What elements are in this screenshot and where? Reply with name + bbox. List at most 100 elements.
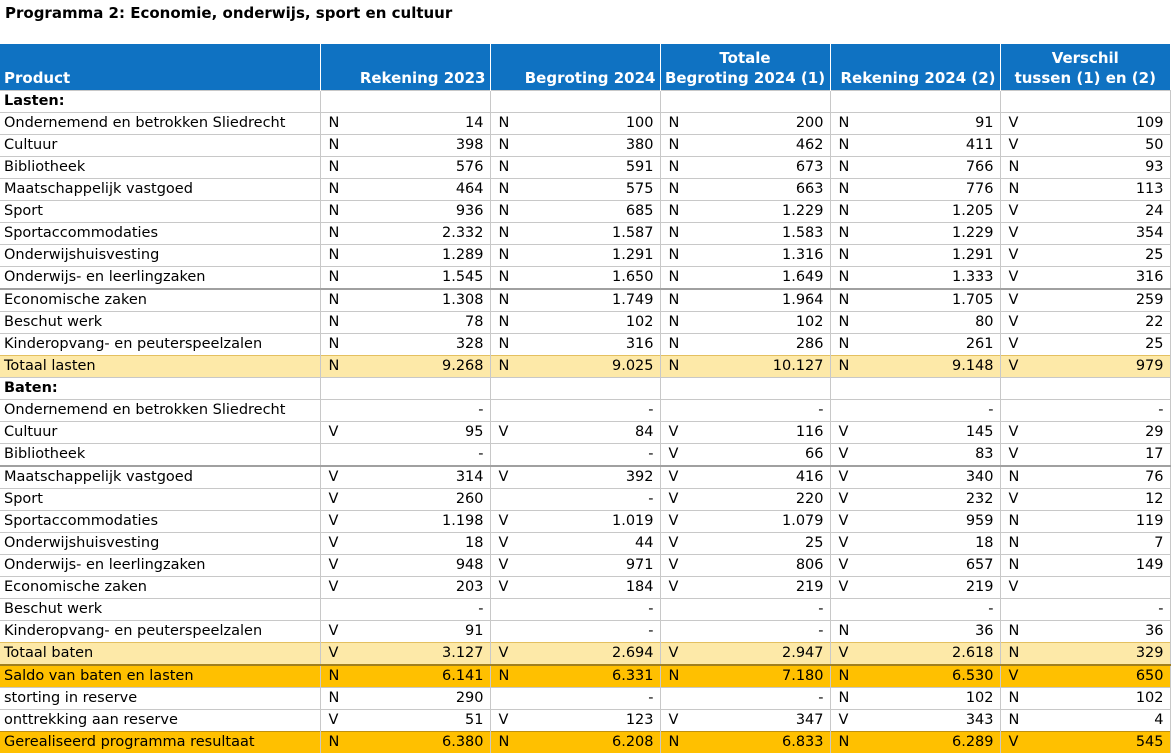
nv-indicator [660,598,682,621]
amount-cell: 36 [1022,620,1171,643]
amount-cell: 219 [682,576,831,599]
table-row: Kinderopvang- en peuterspeelzalen V 91- - N 3… [0,620,1171,643]
amount-cell: 4 [1022,709,1171,732]
table-row: Kinderopvang- en peuterspeelzalen N 328 N 31… [0,333,1171,356]
product-cell: Lasten: [0,90,321,113]
amount-cell: 380 [512,134,661,157]
amount-cell: 290 [342,687,491,710]
amount-cell: 50 [1022,134,1171,157]
amount-cell: - [512,488,661,511]
nv-indicator [490,399,512,422]
amount-cell: 9.148 [852,355,1001,378]
nv-indicator: N [830,333,852,356]
amount-cell: 316 [512,333,661,356]
amount-cell: - [512,399,661,422]
nv-indicator [320,90,342,113]
product-cell: Maatschappelijk vastgoed [0,465,321,489]
amount-cell: 959 [852,510,1001,533]
amount-cell: 776 [852,178,1001,201]
amount-cell: 14 [342,112,491,135]
amount-cell: 663 [682,178,831,201]
amount-cell: 1.649 [682,266,831,289]
nv-indicator [1000,90,1023,113]
amount-cell: 1.229 [682,200,831,223]
table-row: Economische zaken N 1.308 N 1.749 N 1.964 N 1.70… [0,288,1171,312]
nv-indicator: N [320,156,342,179]
nv-indicator: N [1000,642,1023,665]
amount-cell: 766 [852,156,1001,179]
amount-cell: 200 [682,112,831,135]
table-row: Ondernemend en betrokken Sliedrecht - - - - - [0,399,1171,422]
amount-cell: 1.289 [342,244,491,267]
amount-cell: 314 [342,465,491,489]
product-cell: Onderwijs- en leerlingzaken [0,554,321,577]
nv-indicator: N [490,333,512,356]
nv-indicator [1000,377,1023,400]
amount-cell: 91 [342,620,491,643]
amount-cell: 116 [682,421,831,444]
nv-indicator: V [830,421,852,444]
nv-indicator: V [1000,421,1023,444]
amount-cell: 673 [682,156,831,179]
table-row: Lasten: [0,90,1171,113]
product-cell: storting in reserve [0,687,321,710]
amount-cell: 1.316 [682,244,831,267]
product-cell: Bibliotheek [0,156,321,179]
amount-cell: 6.141 [342,664,491,688]
amount-cell: 1.198 [342,510,491,533]
nv-indicator: N [660,156,682,179]
amount-cell: 259 [1022,288,1171,312]
nv-indicator: N [490,112,512,135]
nv-indicator: N [490,664,512,688]
amount-cell: 261 [852,333,1001,356]
amount-cell: 2.694 [512,642,661,665]
amount-cell: 123 [512,709,661,732]
nv-indicator: V [830,465,852,489]
table-row: Beschut werk - - - - - [0,598,1171,621]
nv-indicator: V [660,421,682,444]
nv-indicator [830,598,852,621]
amount-cell: 1.583 [682,222,831,245]
amount-cell: 1.587 [512,222,661,245]
product-cell: Sportaccommodaties [0,510,321,533]
amount-cell: 2.618 [852,642,1001,665]
page-title: Programma 2: Economie, onderwijs, sport … [5,4,453,22]
product-cell: Cultuur [0,421,321,444]
table-row: Onderwijs- en leerlingzaken V 948 V 971 V 806 V… [0,554,1171,577]
amount-cell: - [342,598,491,621]
nv-indicator: N [1000,620,1023,643]
amount-cell: 7.180 [682,664,831,688]
product-cell: Kinderopvang- en peuterspeelzalen [0,333,321,356]
amount-cell: 219 [852,576,1001,599]
table-row: Sport N 936 N 685 N 1.229 N 1.205 V 24 [0,200,1171,223]
nv-indicator: V [320,510,342,533]
amount-cell: 9.025 [512,355,661,378]
nv-indicator: V [320,532,342,555]
nv-indicator: N [830,687,852,710]
product-cell: Saldo van baten en lasten [0,664,321,688]
budget-table: Product Rekening 2023 Begroting 2024 Tot… [0,44,1171,753]
amount-cell: 184 [512,576,661,599]
nv-indicator [1000,399,1023,422]
nv-indicator: V [830,532,852,555]
nv-indicator: N [830,731,852,753]
amount-cell: 591 [512,156,661,179]
amount-cell: 6.331 [512,664,661,688]
amount-cell: 979 [1022,355,1171,378]
nv-indicator: V [1000,576,1023,599]
amount-cell: 1.291 [512,244,661,267]
nv-indicator: V [830,709,852,732]
table-row: Beschut werk N 78 N 102 N 102 N 80 V 22 [0,311,1171,334]
amount-cell [512,90,661,113]
amount-cell: 1.291 [852,244,1001,267]
amount-cell: 464 [342,178,491,201]
nv-indicator: N [320,687,342,710]
nv-indicator [490,488,512,511]
amount-cell: 6.833 [682,731,831,753]
amount-cell: 340 [852,465,1001,489]
nv-indicator: V [490,576,512,599]
nv-indicator: N [660,288,682,312]
amount-cell: 7 [1022,532,1171,555]
nv-indicator: V [660,510,682,533]
nv-indicator: V [1000,443,1023,466]
